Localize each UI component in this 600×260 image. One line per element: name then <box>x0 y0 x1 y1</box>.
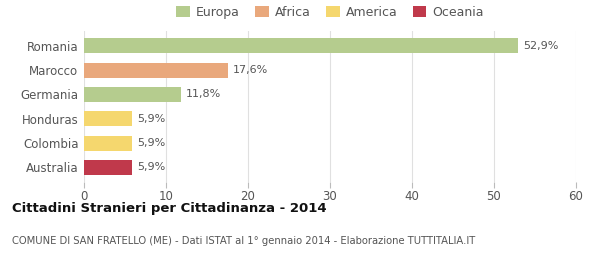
Text: 5,9%: 5,9% <box>137 162 166 172</box>
Text: Cittadini Stranieri per Cittadinanza - 2014: Cittadini Stranieri per Cittadinanza - 2… <box>12 202 326 215</box>
Bar <box>84 135 133 151</box>
Bar <box>84 160 133 175</box>
Bar <box>84 38 518 53</box>
Text: 52,9%: 52,9% <box>523 41 558 51</box>
Text: 5,9%: 5,9% <box>137 138 166 148</box>
Text: 17,6%: 17,6% <box>233 65 268 75</box>
Bar <box>84 111 133 126</box>
Bar <box>84 63 229 78</box>
Text: 11,8%: 11,8% <box>185 89 221 99</box>
Text: 5,9%: 5,9% <box>137 114 166 124</box>
Bar <box>84 87 181 102</box>
Text: COMUNE DI SAN FRATELLO (ME) - Dati ISTAT al 1° gennaio 2014 - Elaborazione TUTTI: COMUNE DI SAN FRATELLO (ME) - Dati ISTAT… <box>12 236 475 246</box>
Legend: Europa, Africa, America, Oceania: Europa, Africa, America, Oceania <box>176 6 484 19</box>
